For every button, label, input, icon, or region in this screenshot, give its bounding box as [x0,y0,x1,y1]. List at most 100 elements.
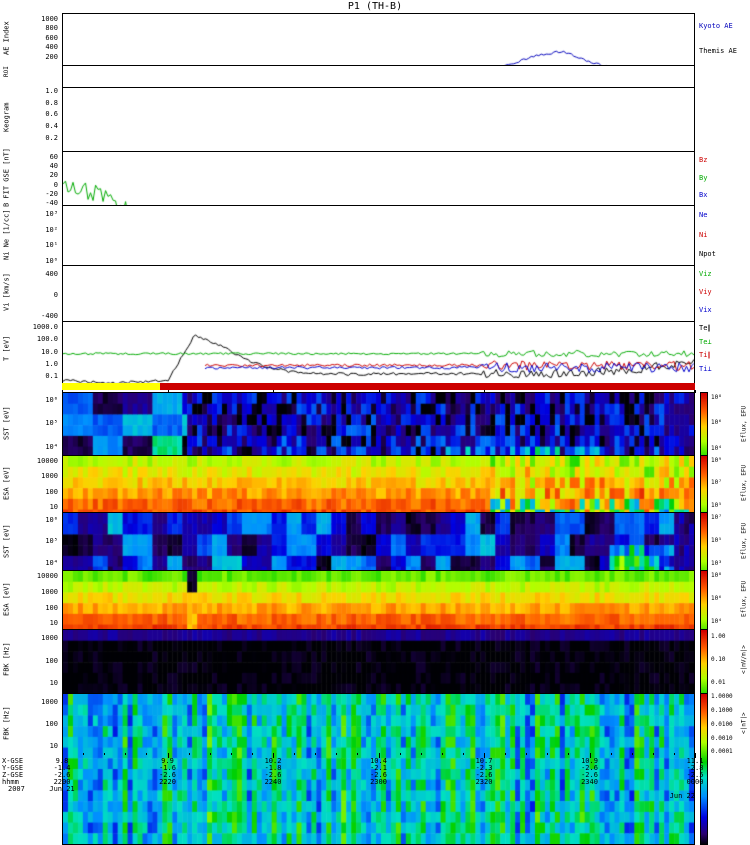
density-tick-labels: 10³ 10² 10¹ 10⁰ [13,205,60,266]
tick-label: 400 [45,43,58,51]
fbk-e-axis-label: FBK [Hz] [2,642,11,677]
tick-label: 400 [45,269,58,278]
tick-label: 10⁵ [45,537,58,546]
tick-label: 600 [45,33,58,42]
tick-mark [695,753,696,758]
tick-label: 0.0100 [711,720,733,728]
zgse-row: Z-GSE -2.6 -2.6 -2.6 -2.6 -2.6 -2.6 -2.5 [0,771,750,779]
tick-mark [589,753,591,758]
tick-label: 1.00 [711,632,726,640]
axis-value: 2240 [264,778,282,786]
panel-sst-electron-spectrogram: SST [eV] 10⁶ 10⁵ 10⁴ 10⁷ 10⁵ 10³ Eflux, EFU [0,512,750,664]
axis-value: -2.1 [370,764,387,772]
tick-mark [695,390,696,393]
tick-label: 10000 [36,457,58,466]
bfit-axis-label: B FIT GSE [nT] [2,147,11,207]
tick-mark [336,753,338,755]
tick-label: 0.10 [711,656,726,664]
esa-ion-colorbar-label: Eflux, EFU [740,464,748,502]
ygse-row-label: Y-GSE [2,764,24,772]
tick-label: 10⁴ [711,444,722,452]
tick-label: 200 [45,52,58,61]
tick-mark [547,753,549,755]
tick-mark [146,753,148,755]
axis-value: -2.6 [53,771,71,779]
plot-title: P1 (TH-B) [347,1,403,12]
axis-value: -2.8 [686,764,704,772]
tick-label: 10⁵ [45,419,58,428]
tick-label: 800 [45,24,58,32]
fbk-e-colorbar-label: <|mV/m|> [740,645,748,674]
axis-value: 10.4 [370,757,387,765]
tick-label: 1000 [41,588,58,597]
axis-value: 9.9 [161,757,174,765]
tick-mark [631,753,633,755]
tick-label: 10 [49,619,58,628]
date-end: Jun 22 [669,792,695,800]
legend-label: Ni [699,230,708,239]
axis-value: 2300 [370,778,387,786]
date-start: Jun 21 [49,785,75,793]
tick-label: 10⁸ [711,571,722,579]
legend-label: Kyoto AE [699,21,733,30]
panel-velocity: Vi [km/s] 400 0 -400 Viz Viy Vix [0,265,750,417]
tick-label: 10000 [36,572,58,581]
tick-mark [251,753,253,755]
axis-value: 11.1 [686,757,704,765]
tick-label: 0.0001 [711,748,733,756]
tick-mark [315,753,317,755]
tick-label: 1.0 [45,359,58,368]
tick-label: 0 [53,180,58,189]
tick-mark [420,753,422,755]
axis-value: 10.7 [475,757,493,765]
year-label: 2007 [8,785,25,793]
keogram-axis-label: Keogram [2,102,11,133]
tick-label: 40 [49,162,58,171]
esa-ion-colorbar-ticks: 10⁹ 10⁷ 10⁵ [710,455,737,511]
axis-value: -2.6 [159,771,176,779]
tick-label: 10¹ [45,241,58,250]
tick-mark [652,753,654,755]
esa-electron-axis-label: ESA [eV] [2,582,11,616]
tick-mark [610,753,612,755]
legend-label: Themis AE [699,46,737,55]
panel-fbk-b-spectrogram: FBK [Hz] 1000 100 10 1.0000 0.1000 0.0100 0.0… [0,693,750,845]
xgse-row-label: X-GSE [2,757,24,765]
tick-mark [526,753,528,755]
ae-legend: Kyoto AE Themis AE [698,13,750,63]
panel-density: Ni Ne [1/cc] 10³ 10² 10¹ 10⁰ Ne Ni Npot [0,205,750,357]
axis-value: 0000 [686,778,704,786]
tick-label: 0.1 [45,371,58,380]
tick-label: 10⁰ [45,257,58,266]
tick-label: 10 [49,679,58,688]
tick-label: 10³ [45,209,58,218]
legend-label: Vix [699,306,712,314]
tick-mark [188,753,190,755]
tick-mark [167,753,169,758]
tick-label: 10 [49,502,58,511]
tick-label: 10⁷ [711,513,722,521]
sst-ion-colorbar-ticks: 10⁸ 10⁶ 10⁴ [710,392,737,455]
panel-temperature: T [eV] 1000.0 100.0 10.0 1.0 0.1 Te∥ Te⊥ Ti∥ Ti… [0,321,750,473]
xgse-row: X-GSE 9.8 9.9 10.2 10.4 10.7 10.9 11.1 [0,757,750,765]
axis-value: 2320 [475,778,493,786]
tick-mark [83,753,85,755]
axis-value: -2.6 [264,771,282,779]
velocity-legend: Viz Viy Vix [698,265,750,319]
axis-value: 2220 [159,778,176,786]
axis-value: -2.6 [581,771,598,779]
panel-keogram: Keogram 1.0 0.8 0.6 0.4 0.2 [0,87,750,239]
tick-mark [209,753,211,755]
tick-label: 100 [45,487,58,496]
tick-mark [568,753,570,755]
legend-label: By [699,173,708,182]
temperature-tick-labels: 1000.0 100.0 10.0 1.0 0.1 [13,321,60,380]
tick-label: 0.0010 [711,734,733,742]
tick-mark [441,753,443,755]
tick-label: 10³ [711,560,722,568]
velocity-axis-label: Vi [km/s] [2,273,11,311]
ae-tick-labels: 1000 800 600 400 200 [13,13,60,63]
panel-fbk-e-spectrogram: FBK [Hz] 1000 100 10 1.00 0.10 0.01 <|mV/m|> [0,629,750,781]
fbk-e-colorbar-ticks: 1.00 0.10 0.01 [710,629,737,690]
tick-label: 10⁶ [711,419,722,427]
